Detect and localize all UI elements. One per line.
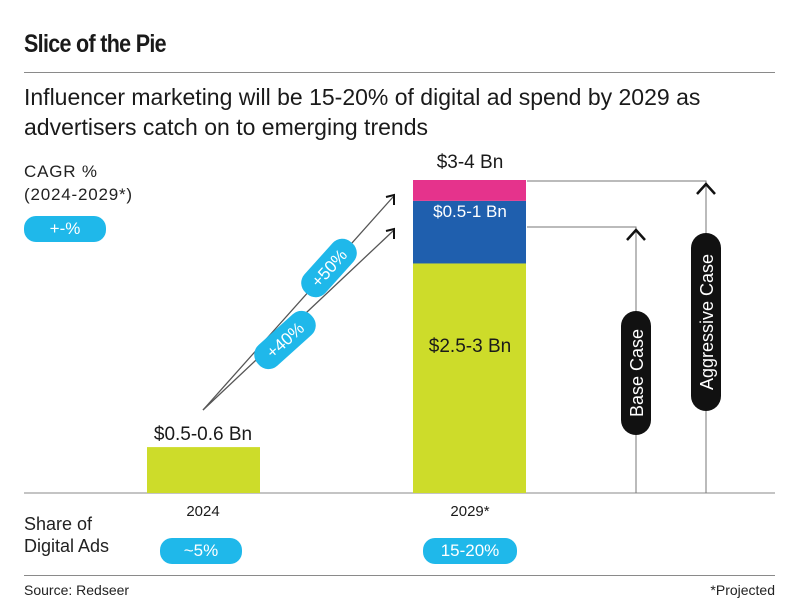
label-2029-base-value: $2.5-3 Bn: [429, 336, 511, 357]
share-label-line2: Digital Ads: [24, 536, 110, 556]
chart-subtitle: Influencer marketing will be 15-20% of d…: [24, 84, 701, 140]
bar-2029-base: [413, 263, 526, 493]
bar-2029-additional: [413, 200, 526, 264]
growth-arrow-50: [202, 196, 394, 411]
label-2029-total-value: $3-4 Bn: [437, 152, 504, 173]
share-pill-2024: ~5%: [160, 538, 242, 564]
chart-title: Slice of the Pie: [24, 30, 167, 58]
growth-arrowhead-50: [385, 193, 395, 205]
title-divider: [24, 72, 775, 73]
aggressive-case-pill: Aggressive Case: [691, 233, 721, 411]
source-note: Source: Redseer: [24, 582, 130, 598]
cagr-label-line2: (2024-2029*): [24, 185, 133, 204]
share-pill-2029: 15-20%: [423, 538, 517, 564]
growth-arrowhead-40: [385, 227, 395, 239]
bar-2024-base: [147, 447, 260, 493]
base-case-arrowhead: [626, 228, 646, 241]
aggressive-case-guide: [527, 180, 707, 493]
growth-pill-50: +50%: [301, 238, 357, 298]
projected-note: *Projected: [710, 582, 775, 598]
cagr-label-line1: CAGR %: [24, 162, 98, 181]
aggressive-case-arrowhead: [696, 182, 716, 195]
label-2024-value: $0.5-0.6 Bn: [154, 424, 252, 445]
base-case-guide: [527, 226, 637, 493]
base-case-pill: Base Case: [621, 311, 651, 435]
tick-label-2029: 2029*: [450, 503, 489, 520]
share-label: Share of Digital Ads: [24, 513, 109, 557]
aggressive-case-label: Aggressive Case: [697, 254, 717, 390]
bar-2029-top: [413, 180, 526, 201]
cagr-label: CAGR % (2024-2029*): [24, 160, 133, 206]
growth-pill-40: +40%: [254, 310, 316, 370]
label-2029-additional-value: $0.5-1 Bn: [433, 202, 507, 221]
share-label-line1: Share of: [24, 514, 93, 534]
footer-divider: [24, 575, 775, 576]
tick-label-2024: 2024: [186, 503, 219, 520]
base-case-label: Base Case: [627, 329, 647, 417]
cagr-legend-pill: +-%: [24, 216, 106, 242]
